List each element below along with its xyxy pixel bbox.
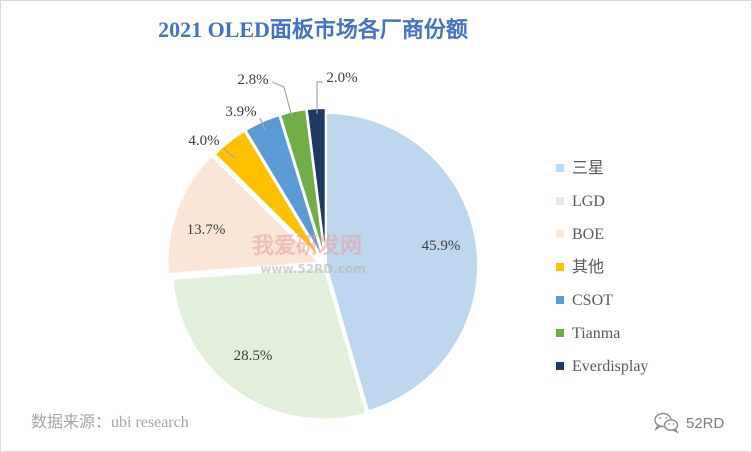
watermark: 我爱研发网 www.52RD.com (252, 233, 366, 276)
data-label-tianma: 2.8% (237, 72, 268, 88)
legend-marker-tianma (556, 329, 564, 337)
legend-label-samsung: 三星 (572, 160, 604, 177)
legend-label-csot: CSOT (572, 292, 613, 309)
watermark-text: 我爱研发网 (252, 233, 362, 259)
data-label-csot: 3.9% (225, 104, 256, 120)
wechat-icon (654, 412, 680, 434)
legend-marker-everdisplay (556, 362, 564, 370)
data-source-note: 数据来源：ubi research (31, 413, 189, 431)
legend-marker-lgd (556, 197, 564, 205)
leader-line-others (222, 147, 236, 159)
pie-slice-lgd (171, 266, 368, 421)
pie-slices (166, 107, 479, 421)
legend-marker-boe (556, 230, 564, 238)
legend-marker-csot (556, 296, 564, 304)
pie-slice-everdisplay (305, 107, 327, 261)
data-label-boe: 13.7% (187, 222, 226, 238)
leader-line-everdisplay (316, 81, 323, 114)
leader-line-tianma (271, 81, 293, 118)
leader-line-csot (259, 117, 266, 131)
data-label-samsung: 45.9% (422, 238, 461, 254)
legend-label-boe: BOE (572, 226, 604, 243)
data-label-others: 4.0% (188, 133, 219, 149)
brand-label: 52RD (686, 415, 725, 432)
legend-marker-samsung (556, 164, 564, 172)
legend-label-everdisplay: Everdisplay (572, 358, 648, 375)
pie-slice-others (213, 129, 324, 262)
data-label-everdisplay: 2.0% (326, 70, 357, 86)
chart-title: 2021 OLED面板市场各厂商份额 (158, 17, 468, 42)
legend-label-lgd: LGD (572, 193, 605, 210)
watermark-url: www.52RD.com (260, 262, 365, 276)
data-labels: 45.9% 28.5% 13.7% 4.0% 3.9% 2.8% 2.0% (187, 70, 461, 364)
pie-slice-boe (166, 154, 322, 276)
legend-marker-others (556, 263, 564, 271)
legend-label-others: 其他 (572, 258, 604, 276)
pie-slice-samsung (325, 111, 479, 413)
legend-label-tianma: Tianma (572, 325, 620, 342)
leader-lines (222, 81, 323, 159)
legend: 三星 LGD BOE 其他 CSOT Tianma Everdisplay (556, 160, 648, 375)
data-label-lgd: 28.5% (234, 348, 273, 364)
